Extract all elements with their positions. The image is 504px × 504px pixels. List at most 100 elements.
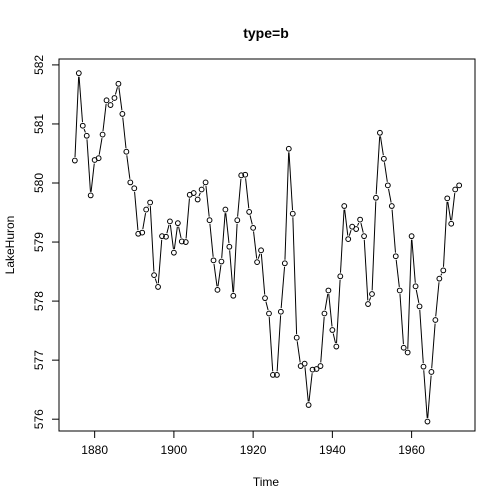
data-point [293, 334, 300, 341]
chart-title: type=b [243, 25, 289, 41]
data-point [206, 217, 213, 224]
series-segment [260, 253, 266, 295]
data-point [270, 372, 276, 378]
series-segment [379, 136, 384, 156]
data-point [337, 273, 344, 280]
series-segment [332, 333, 336, 344]
data-point [75, 70, 82, 77]
series-segment [149, 206, 155, 272]
series-segment [395, 259, 400, 287]
data-point [147, 199, 154, 206]
data-point [325, 287, 332, 294]
data-point [432, 317, 439, 323]
x-tick-label: 1960 [398, 443, 425, 457]
data-point [103, 97, 110, 104]
data-point [107, 102, 114, 108]
data-point [246, 209, 253, 215]
data-point [341, 203, 348, 209]
series-segment [296, 341, 301, 363]
series-segment [268, 317, 274, 372]
series-segment [90, 163, 95, 192]
data-point [151, 272, 157, 279]
series-segment [245, 178, 250, 209]
data-point [408, 233, 415, 240]
series-segment [357, 222, 360, 226]
data-point [353, 226, 360, 232]
series-segment [328, 293, 333, 327]
data-point [333, 343, 340, 350]
series-segment [217, 265, 222, 287]
data-point [210, 257, 217, 264]
data-point [420, 363, 427, 370]
y-axis-label: LakeHuron [3, 216, 17, 275]
data-point [202, 179, 209, 186]
data-point [380, 155, 387, 162]
series-segment [363, 239, 369, 301]
x-tick-label: 1880 [81, 443, 108, 457]
series-segment [253, 231, 258, 259]
x-tick-label: 1940 [319, 443, 346, 457]
series-segment [371, 201, 377, 291]
series-segment [423, 370, 428, 418]
data-point [250, 224, 257, 231]
data-point [214, 286, 221, 293]
x-axis-label: Time [253, 475, 280, 489]
data-point [258, 247, 264, 254]
series-segment [166, 224, 170, 234]
series-segment [308, 373, 313, 402]
data-point [404, 349, 411, 356]
series-segment [233, 223, 238, 293]
series-segment [383, 162, 388, 182]
y-tick-label: 576 [32, 409, 46, 429]
y-tick-label: 577 [32, 350, 46, 370]
data-point [254, 259, 260, 266]
data-point [123, 148, 130, 155]
series-segment [427, 375, 432, 419]
data-point [384, 182, 391, 189]
y-tick-label: 581 [32, 114, 46, 134]
data-point [127, 179, 134, 186]
data-point [226, 243, 233, 250]
data-point [234, 217, 241, 224]
series-segment [213, 263, 218, 287]
series-segment [344, 209, 349, 236]
series-segment [126, 155, 131, 179]
series-segment [435, 282, 440, 317]
data-point [143, 206, 150, 213]
series-segment [114, 87, 118, 95]
data-point [131, 185, 138, 192]
data-point [424, 418, 431, 425]
series-segment [284, 152, 290, 260]
data-point [412, 283, 419, 290]
data-point [95, 155, 102, 162]
y-axis: 576 577 578 579 580 581 582 [32, 55, 60, 429]
data-point [373, 194, 379, 201]
series-segment [185, 198, 190, 239]
data-point [388, 203, 395, 209]
series-segment [411, 239, 416, 283]
series-segment [225, 213, 230, 244]
data-point [79, 122, 86, 129]
series-segment [237, 178, 242, 217]
series-segment [407, 239, 412, 349]
data-point [277, 308, 284, 315]
series-segment [78, 76, 83, 123]
series-segment [257, 253, 261, 259]
series-segment [229, 250, 234, 293]
series-segment [178, 226, 182, 239]
data-point [428, 369, 435, 375]
series-segment [375, 136, 381, 195]
data-point [361, 233, 367, 240]
data-point [230, 292, 237, 299]
series-segment [142, 213, 147, 230]
series-segment [415, 289, 420, 303]
series-segment [320, 317, 325, 363]
series-segment [169, 224, 174, 250]
series-segment [280, 266, 286, 309]
data-point [285, 145, 292, 152]
data-point [281, 260, 288, 267]
series-segment [348, 229, 352, 236]
series-segment [157, 239, 163, 284]
y-tick-label: 582 [32, 55, 46, 75]
